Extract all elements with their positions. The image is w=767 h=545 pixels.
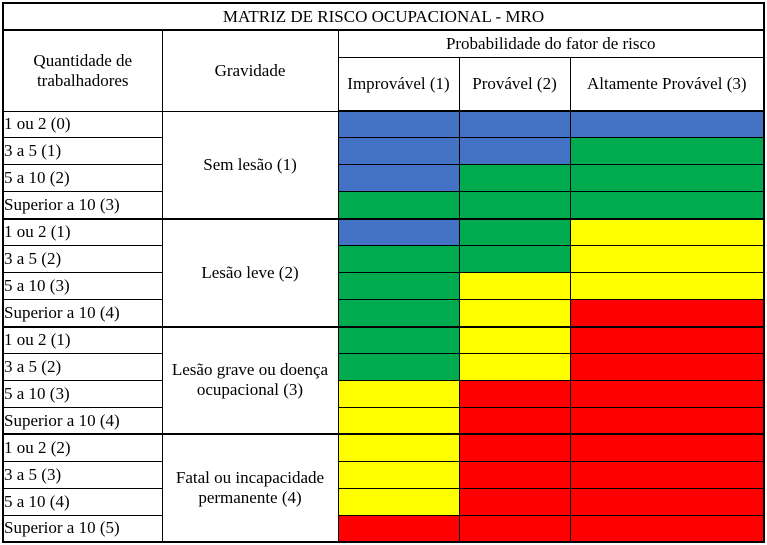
worker-count-cell: Superior a 10 (5) [2,514,163,543]
risk-cell-green [337,245,460,274]
risk-cell-red [569,460,765,489]
risk-cell-green [337,299,460,327]
risk-cell-red [458,460,571,489]
prob-level-header-improvavel: Improvável (1) [337,57,460,112]
risk-cell-yellow [337,379,460,408]
risk-cell-yellow [458,299,571,327]
risk-cell-green [458,245,571,274]
risk-cell-yellow [458,272,571,301]
worker-count-cell: 5 a 10 (3) [2,379,163,408]
risk-cell-blue [458,137,571,166]
risk-cell-yellow [458,325,571,354]
risk-cell-blue [569,110,765,139]
matrix-row: 5 a 10 (3) [2,379,765,408]
prob-level-header-altamente-provavel: Altamente Provável (3) [569,57,765,112]
worker-count-cell: Superior a 10 (4) [2,406,163,435]
worker-count-cell: 5 a 10 (2) [2,164,163,193]
matrix-row: 1 ou 2 (1) Lesão leve (2) [2,217,765,327]
worker-count-cell: 1 ou 2 (1) [2,217,163,247]
risk-cell-red [458,379,571,408]
matrix-row: 3 a 5 (2) [2,245,765,274]
matrix-row: Superior a 10 (4) [2,299,765,327]
worker-count-cell: 3 a 5 (2) [2,245,163,274]
risk-cell-red [569,325,765,354]
risk-cell-yellow [337,487,460,516]
risk-cell-red [337,514,460,543]
risk-cell-green [337,325,460,354]
risk-cell-red [458,487,571,516]
header-row-1: Quantidade de trabalhadores Gravidade Pr… [2,29,765,112]
risk-cell-green [569,191,765,220]
matrix-row: 3 a 5 (3) [2,460,765,489]
risk-cell-green [337,272,460,301]
title-row: MATRIZ DE RISCO OCUPACIONAL - MRO [2,2,765,31]
matrix-row: 3 a 5 (2) [2,352,765,381]
matrix-row: 1 ou 2 (1) Lesão grave ou doença ocupacio… [2,325,765,435]
risk-cell-blue [337,110,460,139]
matrix-row: Superior a 10 (4) [2,406,765,435]
workers-column-header: Quantidade de trabalhadores [2,29,163,112]
risk-cell-yellow [569,217,765,247]
worker-count-cell: 3 a 5 (2) [2,352,163,381]
risk-cell-green [569,137,765,166]
severity-cell: Sem lesão (1) [161,110,339,220]
risk-cell-yellow [337,406,460,435]
worker-count-cell: 1 ou 2 (0) [2,110,163,139]
matrix-row: 5 a 10 (4) [2,487,765,516]
risk-cell-green [337,352,460,381]
risk-cell-red [458,406,571,435]
worker-count-cell: 1 ou 2 (2) [2,433,163,462]
risk-cell-yellow [337,460,460,489]
risk-cell-red [458,514,571,543]
risk-cell-blue [337,164,460,193]
risk-cell-red [569,433,765,462]
risk-cell-yellow [569,272,765,301]
risk-cell-green [569,164,765,193]
worker-count-cell: Superior a 10 (4) [2,299,163,327]
worker-count-cell: 1 ou 2 (1) [2,325,163,354]
risk-cell-red [569,514,765,543]
risk-cell-yellow [337,433,460,462]
risk-cell-green [458,191,571,220]
risk-cell-blue [337,217,460,247]
risk-cell-yellow [458,352,571,381]
matrix-row: 5 a 10 (2) [2,164,765,193]
matrix-row: 1 ou 2 (2) Fatal ou incapacidade permanen… [2,433,765,543]
prob-level-header-provavel: Provável (2) [458,57,571,112]
risk-cell-red [569,379,765,408]
severity-cell: Lesão grave ou doença ocupacional (3) [161,325,339,435]
risk-cell-green [337,191,460,220]
risk-cell-yellow [569,245,765,274]
severity-column-header: Gravidade [161,29,339,112]
risk-cell-red [569,406,765,435]
risk-cell-green [458,217,571,247]
severity-cell: Lesão leve (2) [161,217,339,327]
worker-count-cell: 3 a 5 (1) [2,137,163,166]
matrix-row: 3 a 5 (1) [2,137,765,166]
matrix-title: MATRIZ DE RISCO OCUPACIONAL - MRO [2,2,765,31]
risk-cell-red [458,433,571,462]
risk-cell-green [458,164,571,193]
matrix-row: 1 ou 2 (0) Sem lesão (1) [2,110,765,220]
risk-cell-red [569,487,765,516]
probability-group-header: Probabilidade do fator de risco [337,29,765,58]
matrix-body: 1 ou 2 (0) Sem lesão (1) 3 a 5 (1) 5 a 10 (… [2,110,765,543]
risk-cell-red [569,299,765,327]
risk-cell-blue [458,110,571,139]
worker-count-cell: 5 a 10 (4) [2,487,163,516]
worker-count-cell: 3 a 5 (3) [2,460,163,489]
severity-cell: Fatal ou incapacidade permanente (4) [161,433,339,543]
matrix-row: Superior a 10 (5) [2,514,765,543]
worker-count-cell: Superior a 10 (3) [2,191,163,220]
matrix-row: 5 a 10 (3) [2,272,765,301]
worker-count-cell: 5 a 10 (3) [2,272,163,301]
matrix-row: Superior a 10 (3) [2,191,765,220]
header-row-2: Improvável (1) Provável (2) Altamente Pr… [3,57,765,112]
risk-cell-blue [337,137,460,166]
risk-cell-red [569,352,765,381]
